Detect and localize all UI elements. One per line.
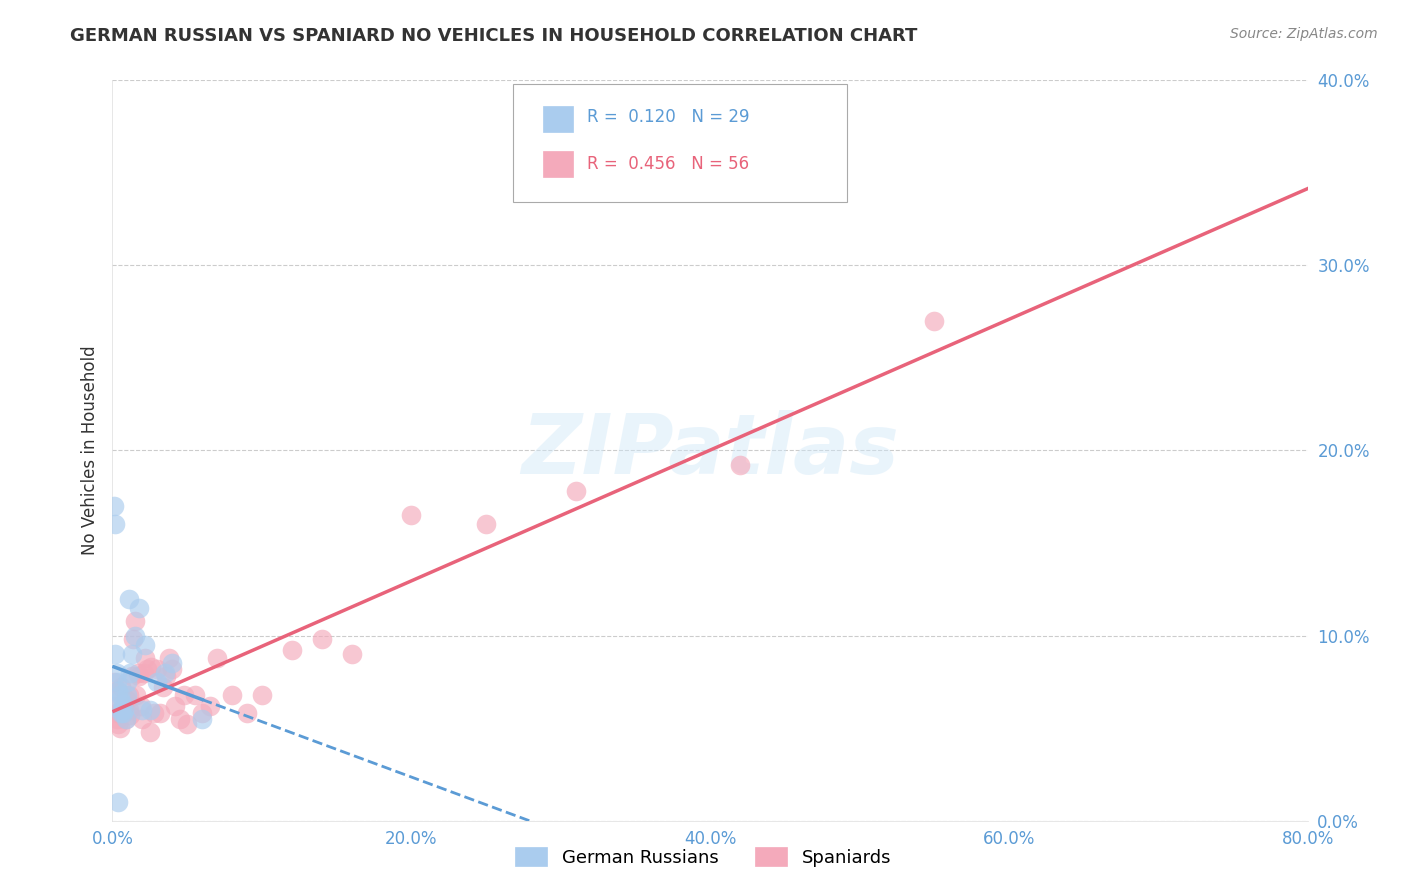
Text: ZIPatlas: ZIPatlas [522, 410, 898, 491]
Point [120, 665, 142, 680]
Point [117, 674, 139, 689]
Point [111, 706, 134, 721]
Point [104, 517, 127, 532]
Legend: German Russians, Spaniards: German Russians, Spaniards [508, 840, 898, 874]
Point [107, 684, 129, 698]
Point [340, 647, 363, 661]
Point [121, 669, 143, 683]
Point [110, 706, 132, 721]
Point [110, 703, 132, 717]
Point [105, 706, 128, 721]
Point [131, 703, 153, 717]
Point [125, 688, 148, 702]
Point [155, 669, 177, 683]
Point [129, 698, 152, 713]
Point [139, 724, 162, 739]
Point [162, 657, 183, 671]
Point [108, 693, 131, 707]
Point [118, 688, 141, 702]
Point [107, 717, 129, 731]
Text: R =  0.120   N = 29: R = 0.120 N = 29 [586, 108, 749, 127]
Text: Source: ZipAtlas.com: Source: ZipAtlas.com [1230, 27, 1378, 41]
Point [165, 698, 187, 713]
Point [110, 681, 132, 695]
Point [104, 698, 127, 713]
Point [114, 698, 135, 713]
Point [117, 693, 139, 707]
Point [105, 712, 128, 726]
Point [104, 647, 127, 661]
Point [157, 650, 180, 665]
Point [134, 650, 156, 665]
Point [117, 688, 139, 702]
Point [108, 721, 131, 735]
Point [114, 703, 135, 717]
Point [118, 703, 141, 717]
Point [124, 614, 146, 628]
Point [475, 517, 498, 532]
Y-axis label: No Vehicles in Household: No Vehicles in Household [80, 345, 98, 556]
Point [169, 712, 191, 726]
Point [128, 600, 150, 615]
Point [108, 688, 131, 702]
Point [198, 698, 221, 713]
Point [152, 681, 174, 695]
Text: GERMAN RUSSIAN VS SPANIARD NO VEHICLES IN HOUSEHOLD CORRELATION CHART: GERMAN RUSSIAN VS SPANIARD NO VEHICLES I… [70, 27, 918, 45]
FancyBboxPatch shape [543, 106, 572, 132]
Point [141, 660, 163, 674]
Point [183, 688, 205, 702]
Point [176, 717, 198, 731]
Point [143, 706, 166, 721]
Point [103, 674, 125, 689]
Point [122, 632, 145, 647]
Point [120, 708, 142, 723]
Point [105, 674, 128, 689]
Point [118, 591, 141, 606]
Point [162, 662, 183, 676]
Point [132, 665, 155, 680]
Point [115, 712, 138, 726]
Point [250, 688, 273, 702]
Point [153, 665, 176, 680]
Point [128, 669, 150, 683]
Point [922, 314, 945, 328]
Point [149, 706, 172, 721]
Point [111, 706, 134, 721]
Point [173, 688, 195, 702]
Point [105, 665, 128, 680]
Point [728, 458, 751, 473]
Point [311, 632, 333, 647]
Point [121, 647, 143, 661]
Point [124, 628, 146, 642]
Point [281, 643, 304, 657]
Point [139, 703, 162, 717]
Point [107, 684, 129, 698]
Point [103, 499, 125, 513]
Point [221, 688, 243, 702]
Point [107, 795, 129, 809]
Point [131, 712, 153, 726]
Point [135, 662, 157, 676]
Point [108, 706, 131, 721]
Point [146, 662, 169, 676]
Point [236, 706, 259, 721]
Point [127, 665, 149, 680]
FancyBboxPatch shape [543, 151, 572, 177]
Point [111, 697, 134, 711]
FancyBboxPatch shape [513, 84, 848, 202]
Point [146, 674, 169, 689]
Point [205, 650, 228, 665]
Point [191, 712, 214, 726]
Text: R =  0.456   N = 56: R = 0.456 N = 56 [586, 155, 749, 173]
Point [191, 706, 214, 721]
Point [115, 712, 138, 726]
Point [134, 638, 156, 652]
Point [401, 508, 423, 523]
Point [564, 484, 586, 499]
Point [111, 703, 134, 717]
